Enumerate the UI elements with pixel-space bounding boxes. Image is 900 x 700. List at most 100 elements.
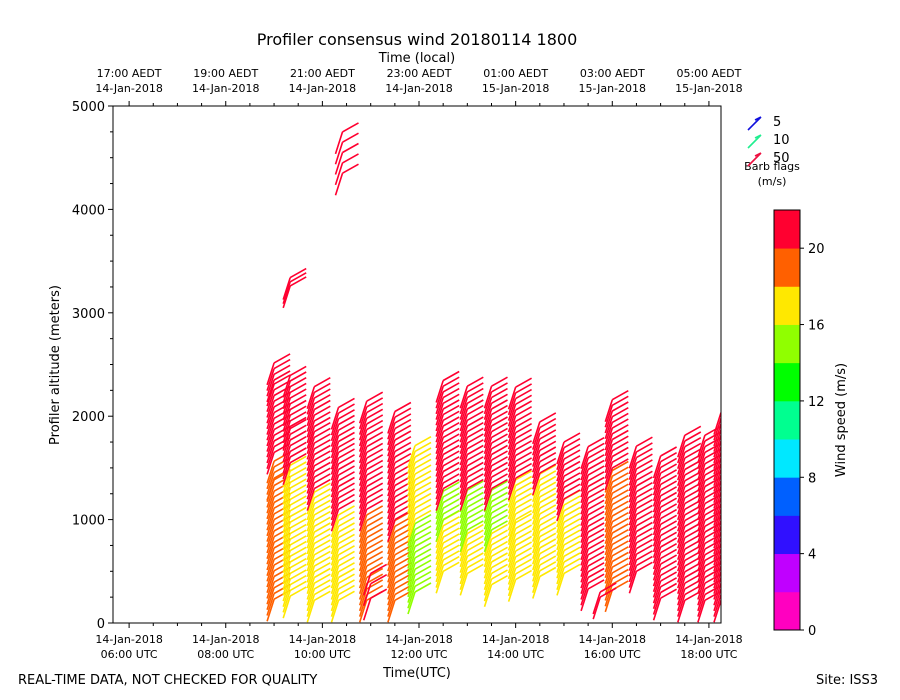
wind-barb [483, 382, 508, 415]
wind-barb [358, 528, 384, 560]
wind-barb [483, 575, 508, 607]
wind-barb [282, 523, 307, 556]
wind-barb [507, 492, 532, 525]
wind-barb [282, 535, 307, 568]
wind-barb [387, 567, 412, 600]
wind-barb [652, 582, 677, 615]
barb-legend-symbol [747, 134, 762, 149]
wind-barb [435, 504, 460, 537]
wind-barb [282, 453, 307, 485]
wind-barb [306, 510, 331, 543]
wind-barb [306, 556, 331, 589]
wind-barb [459, 552, 484, 585]
wind-barb [407, 582, 432, 615]
wind-barb [435, 492, 460, 525]
wind-barb [330, 437, 355, 470]
wind-barb [483, 399, 508, 432]
wind-barb [713, 411, 721, 435]
wind-barb [677, 425, 702, 458]
wind-barb [306, 550, 331, 583]
wind-barb [407, 570, 432, 603]
wind-barb [282, 489, 307, 522]
site-label: Site: ISS3 [816, 673, 879, 688]
wind-barb [358, 402, 384, 435]
wind-barb [507, 524, 532, 557]
wind-barb [532, 463, 557, 496]
wind-barb [580, 482, 605, 515]
wind-barb [282, 472, 307, 505]
wind-barb [652, 543, 677, 575]
wind-barb [459, 558, 484, 590]
wind-barb [604, 540, 629, 573]
top-tick-time: 23:00 AEDT [387, 67, 452, 80]
wind-barb [306, 493, 331, 526]
wind-barb [507, 434, 532, 467]
wind-barb [507, 558, 532, 591]
wind-barb [435, 527, 460, 560]
wind-barb [387, 458, 412, 491]
wind-barb [435, 456, 460, 489]
wind-barb [532, 561, 557, 594]
wind-barb [435, 487, 460, 520]
wind-barb [604, 483, 629, 516]
wind-barb [628, 561, 653, 594]
top-tick-time: 03:00 AEDT [580, 67, 645, 80]
wind-barb [604, 563, 629, 596]
wind-barb [580, 567, 605, 600]
wind-barb [358, 522, 384, 555]
wind-barb [266, 374, 291, 407]
wind-barb [306, 405, 331, 438]
wind-barb [483, 467, 508, 500]
wind-barb [532, 452, 557, 484]
wind-barb [282, 484, 307, 517]
wind-barb [358, 562, 384, 595]
wind-barb [580, 465, 605, 498]
wind-barb [459, 410, 484, 443]
barb-flag-legend: Barb flags (m/s) 5 10 50 [744, 115, 800, 188]
x-tick-time: 12:00 UTC [391, 648, 448, 661]
wind-barb [282, 478, 307, 511]
wind-barb [330, 556, 355, 589]
wind-barb [282, 501, 307, 534]
wind-barb [628, 550, 653, 583]
wind-barb [358, 493, 384, 526]
wind-barb [459, 422, 484, 454]
wind-barb [358, 545, 384, 578]
y-tick-label: 3000 [72, 307, 105, 322]
wind-barb [306, 584, 331, 617]
wind-barb [306, 416, 331, 449]
wind-barb [459, 461, 484, 494]
wind-speed-colorbar: 0 4 8 12 16 20 [773, 209, 825, 639]
wind-barb [435, 370, 460, 403]
wind-barb [628, 442, 653, 475]
wind-barb [435, 433, 460, 466]
wind-barb [282, 377, 307, 409]
wind-barb [358, 465, 384, 498]
wind-barb [459, 520, 484, 553]
wind-barb [358, 442, 384, 475]
wind-barb [604, 500, 629, 533]
wind-barb [556, 518, 581, 551]
wind-barb [507, 513, 532, 545]
wind-barb [330, 539, 355, 572]
wind-barb [282, 371, 307, 404]
wind-barb [604, 523, 629, 556]
wind-barb [407, 553, 432, 586]
wind-barb [713, 542, 721, 566]
wind-barb [306, 450, 331, 483]
wind-barb [628, 555, 653, 588]
colorbar-tick-label: 20 [808, 242, 825, 257]
barb-legend-label: 5 [773, 115, 781, 130]
wind-barb [483, 393, 508, 426]
wind-barb [652, 577, 677, 610]
wind-barb [483, 416, 508, 449]
wind-barb [713, 457, 721, 481]
wind-barb [306, 545, 331, 578]
top-time-axis: 17:00 AEDT 14-Jan-2018 19:00 AEDT 14-Jan-20… [95, 67, 743, 106]
wind-barb [556, 443, 581, 476]
colorbar-label: Wind speed (m/s) [834, 363, 849, 477]
wind-barb [282, 546, 307, 579]
wind-barb [507, 509, 532, 542]
wind-barb [713, 582, 721, 606]
wind-barb [652, 548, 677, 581]
